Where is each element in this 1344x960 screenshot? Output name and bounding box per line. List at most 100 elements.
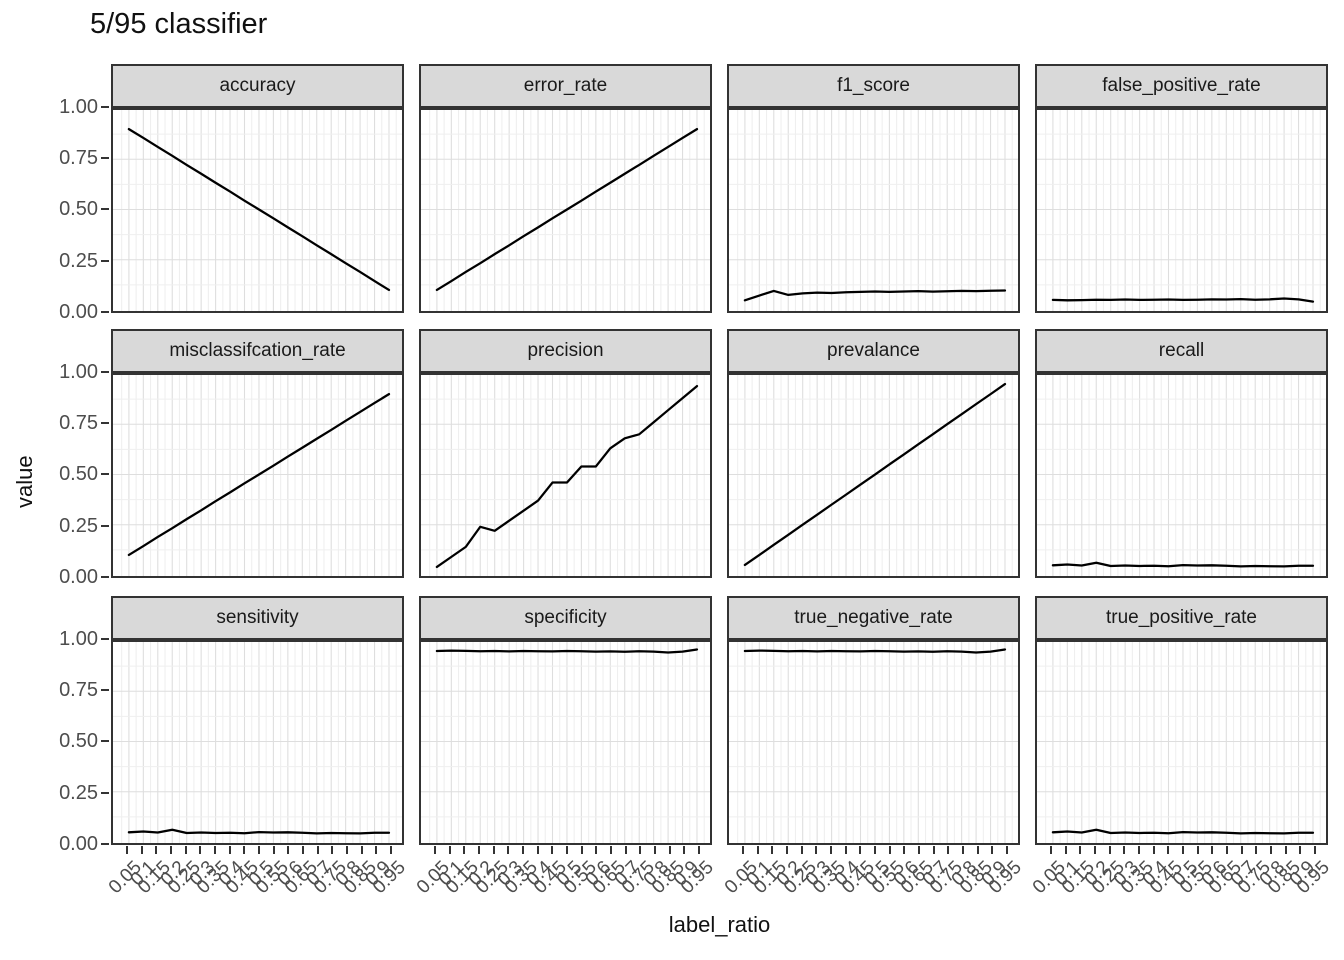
y-tick-mark: [101, 310, 109, 313]
x-tick-mark: [1167, 846, 1170, 854]
y-tick-mark: [101, 791, 109, 794]
data-line: [1051, 828, 1315, 835]
facet-strip: specificity: [419, 596, 712, 640]
x-tick-mark: [1313, 846, 1316, 854]
facet-strip: recall: [1035, 329, 1328, 373]
y-tick-label: 0.50: [59, 198, 98, 221]
data-line: [743, 382, 1007, 567]
x-tick-mark: [873, 846, 876, 854]
facet-panel: [419, 108, 712, 313]
x-tick-mark: [243, 846, 246, 854]
facet-panel: [1035, 108, 1328, 313]
facet-strip: error_rate: [419, 64, 712, 108]
x-tick-mark: [1094, 846, 1097, 854]
facet-strip: true_negative_rate: [727, 596, 1020, 640]
data-line: [743, 289, 1007, 302]
facet-strip: f1_score: [727, 64, 1020, 108]
x-tick-mark: [932, 846, 935, 854]
x-tick-mark: [1225, 846, 1228, 854]
y-tick-label: 0.25: [59, 249, 98, 272]
data-line: [127, 127, 391, 292]
y-tick-label: 0.00: [59, 565, 98, 588]
x-tick-mark: [947, 846, 950, 854]
y-axis-title: value: [12, 455, 37, 508]
facet-strip-label: false_positive_rate: [1102, 75, 1261, 96]
x-tick-mark: [580, 846, 583, 854]
facet-panel: [727, 373, 1020, 578]
y-tick-label: 0.50: [59, 463, 98, 486]
y-tick-label: 0.75: [59, 679, 98, 702]
x-tick-mark: [1255, 846, 1258, 854]
x-tick-mark: [492, 846, 495, 854]
facet-strip-label: specificity: [524, 607, 607, 628]
y-tick-mark: [101, 105, 109, 108]
facet-strip-label: f1_score: [837, 75, 910, 96]
x-tick-mark: [697, 846, 700, 854]
x-tick-mark: [859, 846, 862, 854]
x-tick-mark: [1299, 846, 1302, 854]
y-tick-mark: [101, 157, 109, 160]
x-tick-mark: [668, 846, 671, 854]
x-tick-mark: [888, 846, 891, 854]
x-tick-mark: [316, 846, 319, 854]
data-line: [127, 392, 391, 557]
x-tick-mark: [507, 846, 510, 854]
x-tick-mark: [653, 846, 656, 854]
data-line: [743, 648, 1007, 654]
x-tick-mark: [800, 846, 803, 854]
x-tick-mark: [434, 846, 437, 854]
x-tick-mark: [1181, 846, 1184, 854]
facet-strip: false_positive_rate: [1035, 64, 1328, 108]
x-tick-mark: [214, 846, 216, 854]
x-tick-mark: [1064, 846, 1067, 854]
y-tick-mark: [101, 422, 109, 425]
facet-strip: true_positive_rate: [1035, 596, 1328, 640]
x-tick-mark: [1138, 846, 1140, 854]
facet-strip-label: true_negative_rate: [794, 607, 953, 628]
y-tick-label: 0.00: [59, 300, 98, 323]
facet-strip-label: recall: [1158, 340, 1205, 361]
x-tick-mark: [683, 846, 686, 854]
y-tick-mark: [101, 689, 109, 692]
x-tick-mark: [1284, 846, 1287, 854]
data-line: [435, 648, 699, 654]
facet-strip: accuracy: [111, 64, 404, 108]
facet-strip: sensitivity: [111, 596, 404, 640]
x-tick-mark: [639, 846, 642, 854]
x-tick-mark: [609, 846, 612, 854]
facet-panel: [1035, 373, 1328, 578]
y-tick-label: 0.25: [59, 781, 98, 804]
facet-strip-label: prevalance: [827, 340, 920, 361]
x-tick-mark: [756, 846, 759, 854]
x-tick-mark: [478, 846, 481, 854]
data-line: [1051, 297, 1315, 303]
x-tick-mark: [331, 846, 334, 854]
x-tick-mark: [522, 846, 524, 854]
x-tick-mark: [976, 846, 979, 854]
x-tick-mark: [1240, 846, 1243, 854]
y-tick-mark: [101, 637, 109, 640]
y-tick-mark: [101, 370, 109, 373]
data-line: [1051, 561, 1315, 568]
y-tick-mark: [101, 473, 109, 476]
x-tick-mark: [624, 846, 627, 854]
facet-strip: precision: [419, 329, 712, 373]
facet-strip-label: misclassifcation_rate: [169, 340, 346, 361]
facet-strip-label: sensitivity: [216, 607, 299, 628]
x-tick-mark: [551, 846, 554, 854]
y-tick-label: 0.25: [59, 514, 98, 537]
x-tick-mark: [301, 846, 304, 854]
y-tick-mark: [101, 842, 109, 845]
x-tick-mark: [815, 846, 818, 854]
y-tick-mark: [101, 259, 109, 262]
x-tick-mark: [287, 846, 290, 854]
facet-panel: [419, 640, 712, 845]
facet-strip-label: true_positive_rate: [1105, 607, 1258, 628]
y-tick-mark: [101, 575, 109, 578]
facet-strip: misclassifcation_rate: [111, 329, 404, 373]
facet-panel: [727, 640, 1020, 845]
x-tick-mark: [360, 846, 363, 854]
y-tick-label: 0.00: [59, 832, 98, 855]
x-tick-mark: [917, 846, 920, 854]
x-tick-mark: [903, 846, 906, 854]
